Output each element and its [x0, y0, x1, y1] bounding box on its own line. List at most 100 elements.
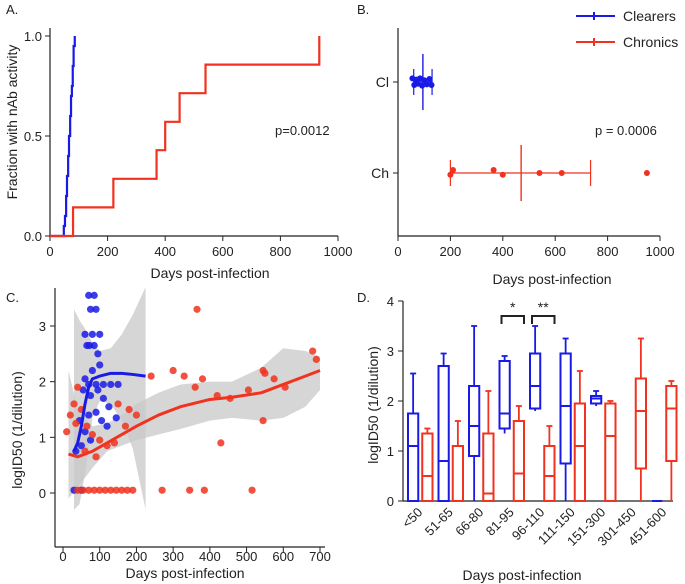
- c-point-clearers: [86, 305, 95, 313]
- c-point-clearers: [79, 386, 87, 394]
- b-xtick-label: 600: [544, 244, 566, 259]
- d-box-clearers: [498, 360, 511, 430]
- b-point-chronics: [558, 170, 565, 176]
- b-point-chronics: [490, 167, 497, 173]
- panel-b-label: B.: [357, 2, 369, 17]
- b-point-chronics: [450, 167, 457, 173]
- c-point-chronics: [107, 486, 115, 494]
- c-point-chronics: [121, 422, 130, 430]
- c-point-chronics: [112, 486, 120, 494]
- c-point-chronics: [63, 428, 71, 436]
- b-xtick-label: 400: [492, 244, 514, 259]
- c-point-clearers: [81, 330, 89, 338]
- c-ytick-label: 0: [39, 486, 46, 501]
- c-point-chronics: [129, 486, 137, 494]
- d-xtick-label: 51-65: [422, 505, 456, 539]
- c-point-chronics: [90, 486, 98, 494]
- c-point-chronics: [74, 486, 82, 494]
- c-xtick-label: 0: [59, 549, 66, 564]
- c-point-chronics: [96, 436, 104, 444]
- panel-b-pvalue: p = 0.0006: [595, 123, 657, 138]
- c-point-clearers: [94, 386, 102, 394]
- c-xtick-label: 100: [89, 549, 111, 564]
- b-point-chronics: [536, 170, 543, 176]
- panel-c-ylabel: logID50 (1/dilution): [9, 371, 25, 489]
- a-ytick-label: 0.5: [24, 129, 42, 144]
- c-point-chronics: [248, 486, 256, 494]
- d-box-clearers: [468, 385, 481, 457]
- b-xtick-label: 1000: [646, 244, 675, 259]
- c-point-clearers: [85, 411, 93, 419]
- c-point-chronics: [66, 411, 74, 419]
- panel-b: B. Days post-infection p = 0.0006 Cleare…: [357, 2, 678, 287]
- a-ytick-label: 1.0: [24, 29, 42, 44]
- c-point-clearers: [85, 291, 93, 299]
- panel-a-ylabel: Fraction with nAb activity: [4, 45, 20, 200]
- d-ytick-label: 1: [387, 444, 394, 459]
- c-xtick-label: 200: [126, 549, 148, 564]
- b-point-chronics: [499, 171, 506, 178]
- d-box-chronics: [543, 445, 556, 502]
- c-point-chronics: [85, 486, 93, 494]
- c-point-chronics: [101, 486, 109, 494]
- c-point-clearers: [90, 291, 98, 299]
- d-significance-bracket: [500, 315, 525, 324]
- c-point-chronics: [198, 375, 207, 383]
- panel-c-xlabel: Days post-infection: [125, 565, 244, 581]
- b-ytick-label: Ch: [371, 165, 389, 181]
- a-xtick-label: 200: [97, 244, 119, 259]
- d-box-chronics: [512, 420, 525, 502]
- panel-a: A. Fraction with nAb activity Days post-…: [4, 2, 352, 281]
- c-point-chronics: [270, 375, 278, 383]
- c-point-clearers: [99, 380, 107, 389]
- d-box-chronics: [451, 445, 464, 502]
- b-point-clearers: [419, 82, 426, 89]
- c-point-chronics: [132, 411, 141, 419]
- c-point-clearers: [96, 361, 104, 369]
- c-point-clearers: [81, 375, 89, 383]
- panel-c: C. logID50 (1/dilution) Days post-infect…: [6, 287, 331, 581]
- c-ytick-label: 3: [39, 319, 46, 334]
- c-point-clearers: [105, 403, 113, 411]
- d-xtick-label: <50: [399, 505, 425, 531]
- c-point-clearers: [114, 380, 122, 389]
- panel-d: D. logID50 (1/dilution) Days post-infect…: [357, 290, 678, 583]
- panel-a-label: A.: [6, 2, 18, 17]
- c-point-chronics: [118, 486, 126, 494]
- c-point-chronics: [191, 383, 199, 391]
- c-point-chronics: [92, 453, 100, 461]
- c-point-chronics: [193, 305, 201, 313]
- c-point-clearers: [96, 330, 104, 338]
- c-point-chronics: [125, 405, 133, 414]
- legend-clearers-label: Clearers: [623, 8, 676, 24]
- d-ytick-label: 4: [387, 294, 394, 309]
- a-ytick-label: 0.0: [24, 229, 42, 244]
- panel-b-xlabel: Days post-infection: [492, 271, 611, 287]
- c-point-chronics: [169, 366, 177, 375]
- b-xtick-label: 200: [440, 244, 462, 259]
- c-point-clearers: [81, 428, 89, 436]
- c-point-chronics: [259, 417, 267, 425]
- b-xtick-label: 800: [597, 244, 619, 259]
- c-point-chronics: [312, 355, 320, 363]
- c-point-clearers: [86, 436, 95, 444]
- d-box-chronics: [482, 432, 495, 502]
- c-point-chronics: [147, 372, 155, 380]
- panel-d-xlabel: Days post-infection: [462, 567, 581, 583]
- c-point-clearers: [88, 330, 96, 338]
- d-box-clearers: [559, 352, 572, 465]
- d-box-chronics: [421, 432, 434, 502]
- c-point-clearers: [92, 305, 100, 313]
- c-point-clearers: [92, 408, 100, 416]
- c-point-chronics: [88, 430, 96, 439]
- d-box-clearers: [590, 395, 603, 405]
- c-point-chronics: [83, 422, 91, 430]
- d-box-clearers: [529, 352, 542, 410]
- c-fit-chronics: [68, 369, 321, 459]
- c-point-chronics: [70, 400, 78, 408]
- panel-b-legend: Clearers Chronics: [576, 8, 678, 50]
- c-ytick-label: 2: [39, 375, 46, 390]
- d-significance-label: *: [510, 299, 516, 315]
- a-xtick-label: 600: [212, 244, 234, 259]
